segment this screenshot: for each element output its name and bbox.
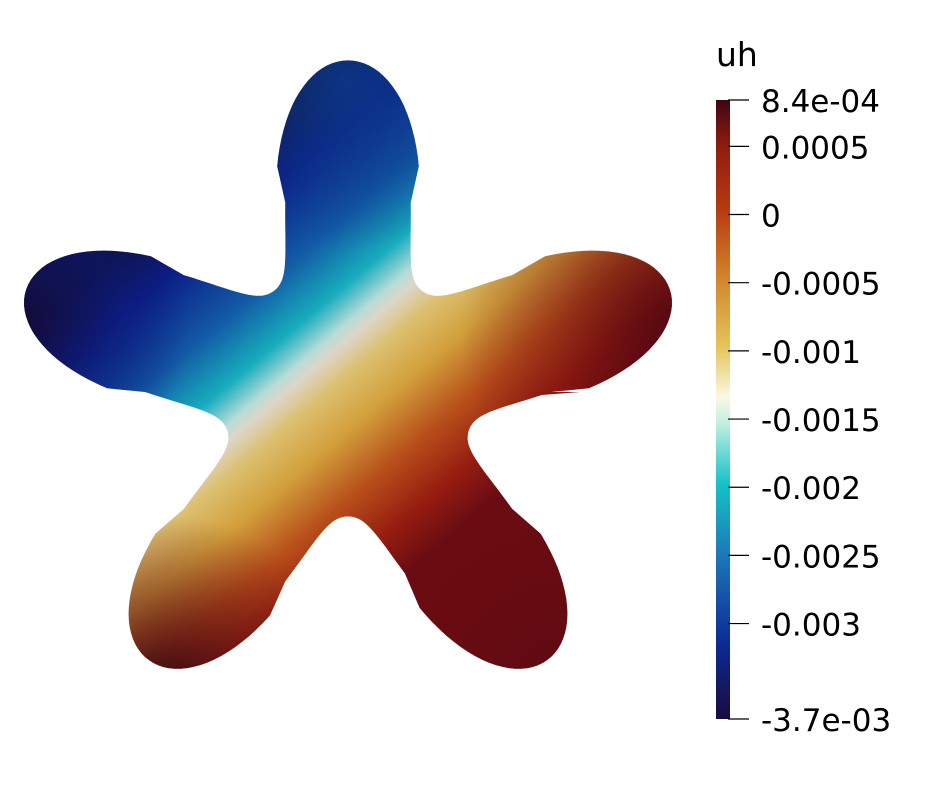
- colorbar-tick-label: -0.0025: [761, 539, 881, 575]
- colorbar-tick-label: 8.4e-04: [761, 84, 880, 120]
- colorbar-tick-label: -3.7e-03: [761, 703, 891, 739]
- colorbar-gradient: [716, 100, 730, 719]
- solution-field: [24, 60, 672, 669]
- colorbar-tick-label: -0.001: [761, 335, 861, 371]
- colorbar-ticks: 8.4e-04 0.0005 0 -0.0005 -0.001 -0.0015 -0.002…: [728, 84, 891, 739]
- colorbar-tick-label: -0.003: [761, 608, 861, 644]
- colorbar-tick-label: -0.0005: [761, 267, 881, 303]
- colorbar-tick-label: -0.0015: [761, 403, 881, 439]
- colorbar-tick-label: 0.0005: [761, 130, 869, 166]
- colorbar-title: uh: [716, 35, 758, 74]
- colorbar-tick-label: -0.002: [761, 471, 861, 507]
- colorbar: uh 8.4e-04 0.0005 0 -0.0005 -0.001 -0.0015 -0.…: [716, 35, 891, 739]
- colorbar-tick-label: 0: [761, 199, 781, 235]
